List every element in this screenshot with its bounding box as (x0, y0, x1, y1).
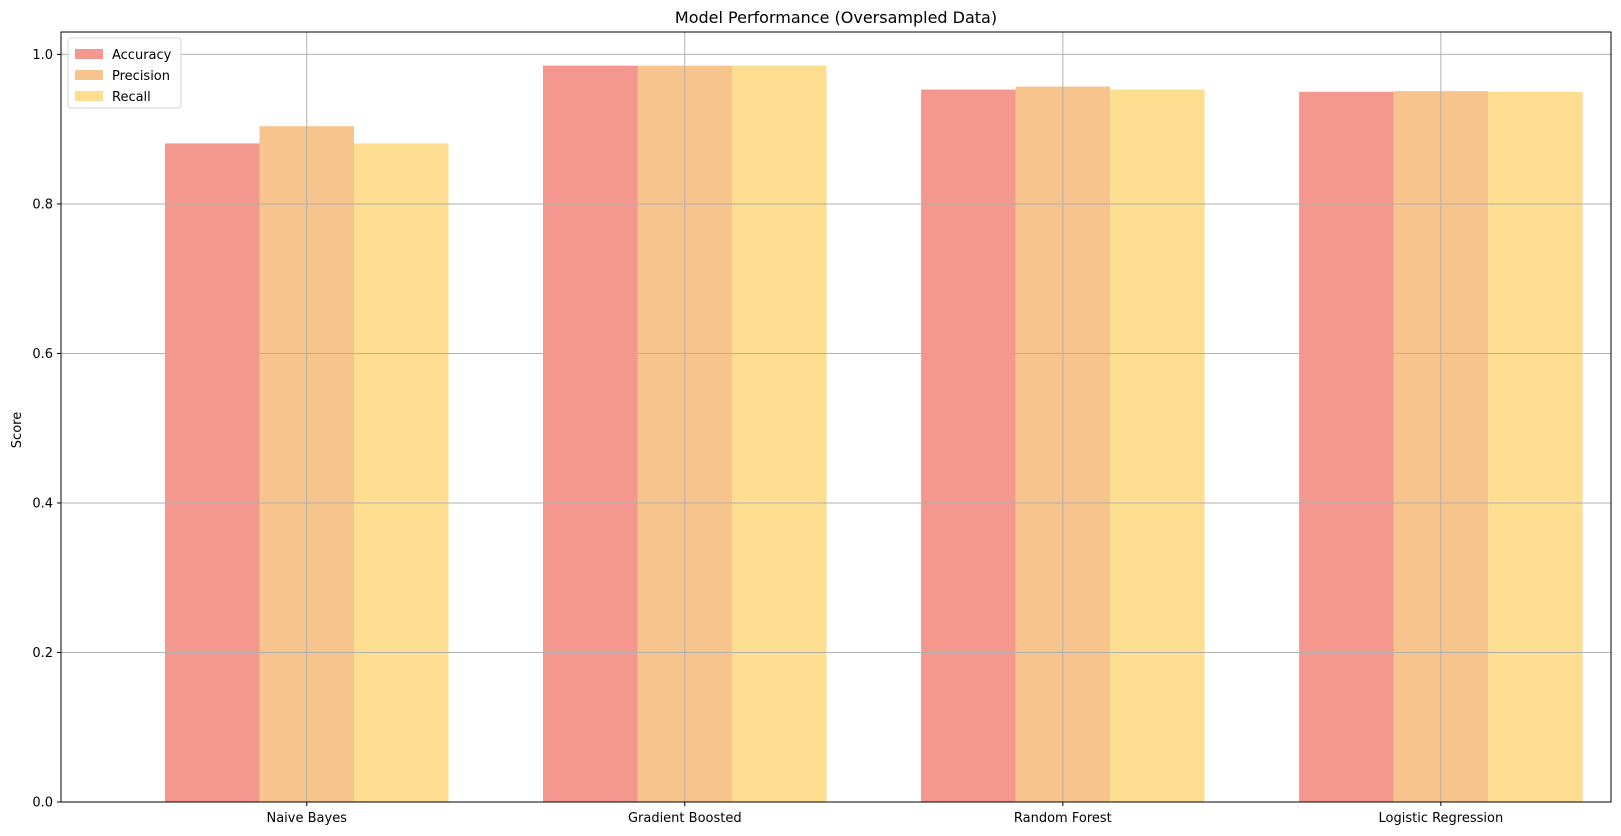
x-tick-label-2: Random Forest (1014, 811, 1112, 826)
x-tick-label-1: Gradient Boosted (628, 811, 742, 826)
bar-recall-0 (353, 143, 449, 802)
y-tick-label-5: 1.0 (32, 48, 53, 63)
bar-accuracy-3 (1299, 91, 1394, 802)
bar-accuracy-2 (921, 89, 1016, 802)
y-tick-label-2: 0.4 (32, 496, 53, 511)
axes-layer: 0.0 0.2 0.4 0.6 0.8 1.0 Naive Bayes Gradient Bo… (32, 31, 1612, 826)
bar-accuracy-0 (164, 143, 260, 802)
legend-label-recall: Recall (112, 90, 151, 105)
bar-recall-1 (732, 65, 827, 802)
y-axis-label: Score (10, 412, 25, 448)
legend-swatch-recall (75, 91, 103, 101)
legend-label-accuracy: Accuracy (112, 48, 172, 63)
y-tick-label-0: 0.0 (32, 796, 53, 811)
bar-accuracy-1 (543, 65, 638, 802)
legend: Accuracy Precision Recall (67, 37, 182, 109)
bar-recall-3 (1488, 91, 1583, 802)
y-tick-label-1: 0.2 (32, 646, 53, 661)
legend-swatch-accuracy (75, 49, 103, 59)
x-tick-label-0: Naive Bayes (266, 811, 347, 826)
bar-recall-2 (1110, 89, 1205, 802)
x-tick-label-3: Logistic Regression (1379, 811, 1504, 826)
y-tick-label-4: 0.8 (32, 197, 53, 212)
y-tick-label-3: 0.6 (32, 347, 53, 362)
legend-label-precision: Precision (112, 69, 170, 84)
plot-frame (60, 31, 1612, 803)
chart-title: Model Performance (Oversampled Data) (675, 8, 997, 27)
legend-swatch-precision (75, 70, 103, 80)
